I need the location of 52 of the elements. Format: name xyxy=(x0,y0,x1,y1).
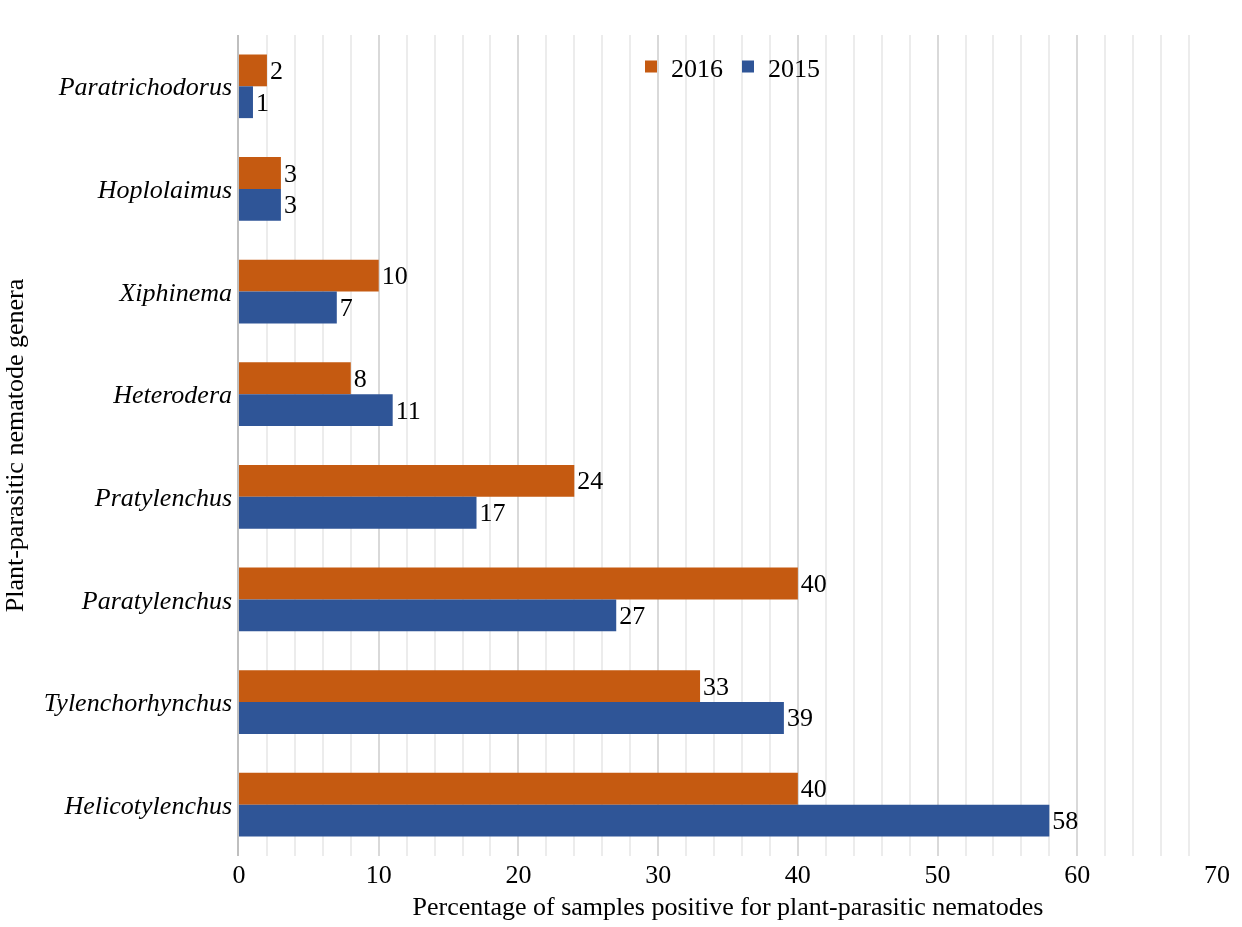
y-tick-label: Xiphinema xyxy=(118,277,233,307)
data-label: 17 xyxy=(479,498,506,528)
data-label: 10 xyxy=(381,261,408,291)
bar xyxy=(239,259,379,292)
bar xyxy=(239,599,617,632)
data-label: 58 xyxy=(1052,806,1079,836)
y-tick-label: Tylenchorhynchus xyxy=(43,688,233,718)
data-label: 40 xyxy=(800,774,827,804)
y-axis-title: Plant-parasitic nematode genera xyxy=(0,278,29,613)
bar xyxy=(239,702,784,734)
data-label: 1 xyxy=(255,87,269,117)
bar xyxy=(239,188,281,221)
x-tick-label: 10 xyxy=(365,860,392,889)
y-tick-label: Helicotylenchus xyxy=(63,790,233,820)
bar xyxy=(239,291,337,324)
data-label: 3 xyxy=(283,158,297,188)
data-label: 27 xyxy=(619,600,646,630)
data-label: 8 xyxy=(353,363,367,393)
x-tick-label: 70 xyxy=(1204,860,1230,889)
data-label: 7 xyxy=(339,292,353,322)
bar xyxy=(239,86,253,119)
data-label: 3 xyxy=(283,190,297,220)
bar xyxy=(239,496,477,529)
bar xyxy=(239,772,798,805)
data-label: 40 xyxy=(800,569,827,599)
bar xyxy=(239,157,281,189)
x-tick-label: 40 xyxy=(784,860,811,889)
bar xyxy=(239,362,351,395)
x-tick-label: 0 xyxy=(232,860,246,889)
y-tick-label: Paratrichodorus xyxy=(57,72,233,102)
data-label: 2 xyxy=(269,55,283,85)
data-label: 11 xyxy=(395,395,421,425)
data-label: 24 xyxy=(577,466,604,496)
legend-label: 2016 xyxy=(671,53,723,83)
bar xyxy=(239,54,267,87)
bar xyxy=(239,804,1050,837)
x-tick-label: 30 xyxy=(645,860,672,889)
x-tick-label: 50 xyxy=(924,860,951,889)
bar xyxy=(239,465,575,497)
x-tick-label: 60 xyxy=(1064,860,1091,889)
y-tick-label: Pratylenchus xyxy=(93,482,233,512)
bar xyxy=(239,567,798,600)
y-tick-label: Hoplolaimus xyxy=(96,175,233,205)
y-tick-label: Paratylenchus xyxy=(80,585,233,615)
data-label: 39 xyxy=(786,703,813,733)
y-tick-label: Heterodera xyxy=(112,380,233,410)
x-axis-title: Percentage of samples positive for plant-parasitic nematodes xyxy=(412,891,1044,921)
bar xyxy=(239,394,393,426)
data-label: 33 xyxy=(703,671,730,701)
bar xyxy=(239,670,701,703)
legend-label: 2015 xyxy=(768,53,820,83)
x-tick-label: 20 xyxy=(505,860,532,889)
